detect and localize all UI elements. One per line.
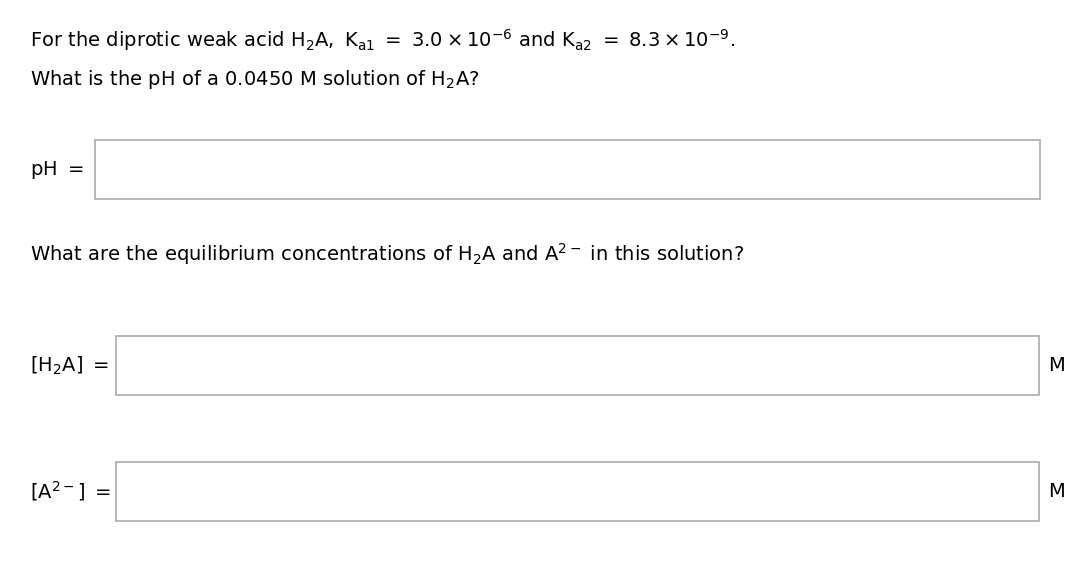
Text: $\mathregular{M}$: $\mathregular{M}$ — [1048, 482, 1065, 501]
FancyBboxPatch shape — [116, 336, 1039, 395]
Text: $\mathregular{[A^{2-}]\ =}$: $\mathregular{[A^{2-}]\ =}$ — [30, 480, 111, 503]
Text: $\mathregular{pH\ =}$: $\mathregular{pH\ =}$ — [30, 159, 84, 181]
FancyBboxPatch shape — [116, 462, 1039, 521]
FancyBboxPatch shape — [95, 140, 1040, 199]
Text: $\mathregular{[H_2A]\ =}$: $\mathregular{[H_2A]\ =}$ — [30, 355, 109, 377]
Text: $\mathregular{What\ are\ the\ equilibrium\ concentrations\ of\ H_2A\ and\ A^{2-}: $\mathregular{What\ are\ the\ equilibriu… — [30, 240, 744, 267]
Text: $\mathregular{M}$: $\mathregular{M}$ — [1048, 356, 1065, 375]
Text: $\mathregular{What\ is\ the\ pH\ of\ a\ 0.0450\ M\ solution\ of\ H_2A?}$: $\mathregular{What\ is\ the\ pH\ of\ a\ … — [30, 68, 480, 91]
Text: $\mathregular{For\ the\ diprotic\ weak\ acid\ H_2A,\ K_{a1}\ =\ 3.0 \times 10^{-: $\mathregular{For\ the\ diprotic\ weak\ … — [30, 27, 735, 53]
